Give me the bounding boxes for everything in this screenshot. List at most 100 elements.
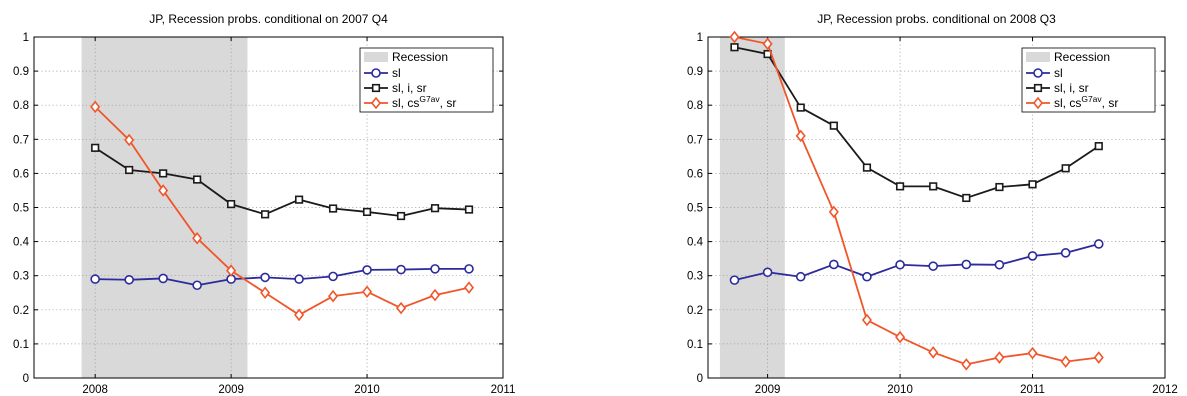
data-point [294,195,304,204]
data-point [430,204,440,213]
data-point [362,285,373,299]
legend-marker [371,68,381,78]
legend-label-name: sl, i, sr [392,81,427,95]
data-point [862,271,872,282]
data-point [729,30,740,44]
y-tick-label: 0.6 [13,168,29,180]
data-point [158,273,168,284]
y-tick-label: 0.4 [13,237,30,249]
data-point [1093,239,1104,249]
data-point [961,259,972,270]
data-point [895,330,906,344]
data-point [260,272,270,283]
data-point [124,274,134,285]
data-point [762,37,773,51]
data-point [294,308,305,322]
y-tick-label: 0 [23,373,29,385]
data-point [994,259,1005,270]
data-point [463,281,475,294]
series-line-2 [734,46,1100,199]
y-tick-label: 0.7 [13,134,29,146]
legend-marker [371,83,381,93]
data-point [1027,251,1038,261]
data-point [729,275,740,285]
data-point [1093,351,1104,364]
legend-recession-swatch [364,52,388,62]
data-point [90,274,100,284]
y-tick-label: 0.8 [687,100,703,112]
legend-label: sl, csG7av, sr [392,94,456,110]
data-point [226,264,237,277]
y-tick-label: 1 [23,32,29,44]
data-point [929,182,938,191]
data-point [829,121,838,130]
data-point [928,261,938,271]
series-line-3 [94,106,470,316]
legend-recession-swatch [1026,52,1050,62]
data-point [328,271,338,282]
data-point [124,133,135,147]
data-point [861,313,872,327]
legend-label-name: sl, cs [1054,96,1081,110]
legend-label: sl [1054,66,1063,80]
legend-label-sup: G7av [419,94,440,104]
data-point [928,346,939,359]
series-line-1 [95,267,470,287]
y-tick-label: 0.7 [687,134,703,146]
data-point [1094,142,1103,151]
legend-marker [1033,83,1043,93]
data-point [294,274,304,284]
data-point [396,211,406,221]
data-point [1061,164,1070,173]
data-point [159,169,168,178]
legend-marker [1033,68,1043,78]
series-line-2 [94,147,470,217]
legend-label-name: sl [1054,66,1063,80]
data-point [762,267,773,278]
data-point [91,143,100,152]
y-tick-label: 0.1 [13,339,29,351]
legend-label: sl [392,66,401,80]
data-point [328,289,339,303]
y-tick-label: 0.3 [13,271,29,283]
legend-label-suffix: , sr [440,96,457,110]
data-point [1060,248,1071,258]
series-line-1 [734,243,1100,282]
data-point [125,165,134,175]
y-tick-label: 0.9 [687,66,703,78]
data-point [464,205,474,214]
data-point [795,271,806,282]
data-point [396,264,406,275]
data-point [862,163,872,172]
data-point [158,184,169,197]
data-point [328,204,338,213]
data-point [362,265,372,275]
data-point [192,280,202,291]
y-tick-label: 0.2 [13,305,29,317]
chart-panel-1: 0 0.1 0.2 0.3 0.4 0.5 0.6 0.7 0.8 0.9 1 2008 2009 201… [13,12,515,396]
data-point [730,43,739,52]
legend-label: Recession [392,50,448,64]
data-point [362,207,372,217]
x-tick-label: 2010 [354,384,380,396]
data-point [261,210,270,219]
legend-label: Recession [1054,50,1110,64]
legend-label-name: sl, cs [392,96,419,110]
x-tick-label: 2009 [218,384,244,396]
data-point [995,182,1004,192]
y-tick-label: 0.3 [687,271,703,283]
data-point [192,231,203,245]
data-point [994,351,1005,364]
legend-marker [1032,96,1044,110]
data-point [1028,180,1037,189]
y-tick-label: 0.5 [13,203,29,215]
data-point [430,264,440,274]
data-point [193,175,202,184]
legend-label: sl, i, sr [1054,81,1089,95]
chart-title: JP, Recession probs. conditional on 2008… [817,12,1056,26]
legend-label: sl, csG7av, sr [1054,94,1118,110]
data-point [796,103,805,112]
legend-label-suffix: , sr [1102,96,1119,110]
